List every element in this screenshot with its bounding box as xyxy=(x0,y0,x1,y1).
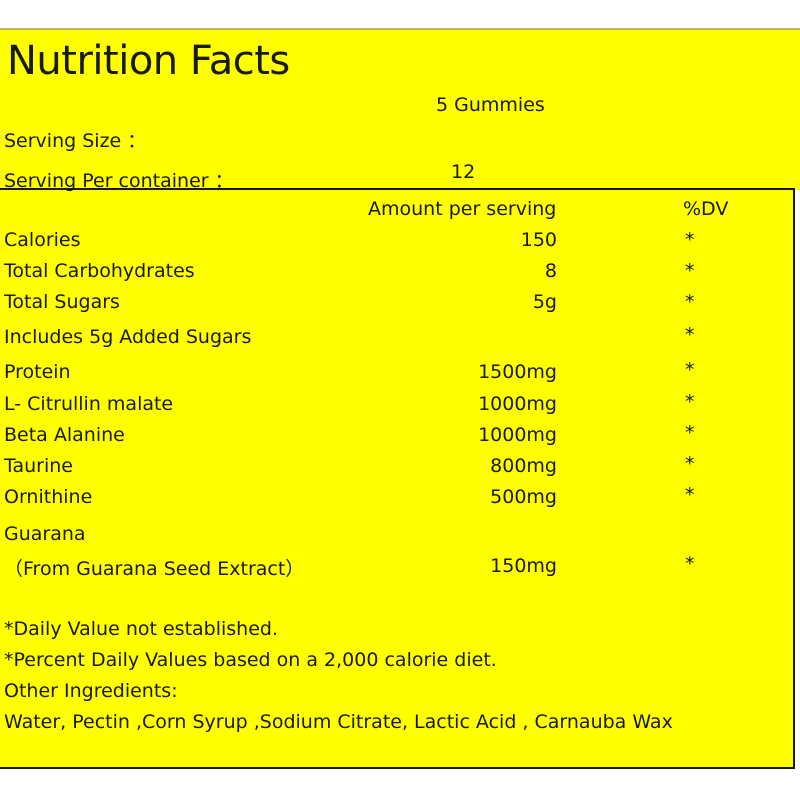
nutrient-dv: * xyxy=(685,453,695,475)
nutrient-name: Calories xyxy=(4,229,81,251)
serving-size-label: Serving Size ： xyxy=(4,130,147,152)
nutrient-dv: * xyxy=(685,260,695,282)
serving-size-value: 5 Gummies xyxy=(436,94,545,116)
header-panel xyxy=(0,28,800,190)
nutrient-dv: * xyxy=(685,484,695,506)
column-header-dv: %DV xyxy=(683,198,729,220)
nutrient-dv: * xyxy=(685,391,695,413)
nutrition-table-box xyxy=(0,188,795,769)
servings-per-container-value: 12 xyxy=(451,161,476,183)
nutrient-amount: 8 xyxy=(544,260,557,282)
nutrient-name: Guarana xyxy=(4,523,86,545)
nutrient-name: Beta Alanine xyxy=(4,424,125,446)
nutrient-dv: * xyxy=(685,422,695,444)
other-ingredients-label: Other Ingredients: xyxy=(4,680,178,702)
nutrient-name: （From Guarana Seed Extract） xyxy=(4,558,305,580)
daily-value-note: *Daily Value not established. xyxy=(4,618,279,640)
page-title: Nutrition Facts xyxy=(7,38,290,84)
nutrient-amount: 1000mg xyxy=(478,393,557,415)
nutrient-dv: * xyxy=(685,324,695,346)
nutrient-dv: * xyxy=(685,553,695,575)
servings-per-container-label: Serving Per container ： xyxy=(4,170,234,192)
nutrient-amount: 1000mg xyxy=(478,424,557,446)
nutrient-amount: 5g xyxy=(532,291,557,313)
nutrient-amount: 150 xyxy=(520,229,557,251)
column-header-amount: Amount per serving xyxy=(368,198,557,220)
nutrient-amount: 800mg xyxy=(490,455,557,477)
other-ingredients-list: Water, Pectin ,Corn Syrup ,Sodium Citrat… xyxy=(4,711,673,733)
nutrient-dv: * xyxy=(685,291,695,313)
nutrient-amount: 150mg xyxy=(490,555,557,577)
nutrient-name: Total Sugars xyxy=(4,291,120,313)
nutrient-name: Ornithine xyxy=(4,486,93,508)
nutrient-name: Includes 5g Added Sugars xyxy=(4,326,252,348)
nutrient-name: Taurine xyxy=(4,455,73,477)
nutrient-dv: * xyxy=(685,229,695,251)
nutrient-dv: * xyxy=(685,359,695,381)
nutrient-name: Total Carbohydrates xyxy=(4,260,195,282)
nutrient-name: L- Citrullin malate xyxy=(4,393,174,415)
nutrient-amount: 500mg xyxy=(490,486,557,508)
nutrient-name: Protein xyxy=(4,361,71,383)
nutrient-amount: 1500mg xyxy=(478,361,557,383)
percent-dv-note: *Percent Daily Values based on a 2,000 c… xyxy=(4,649,497,671)
